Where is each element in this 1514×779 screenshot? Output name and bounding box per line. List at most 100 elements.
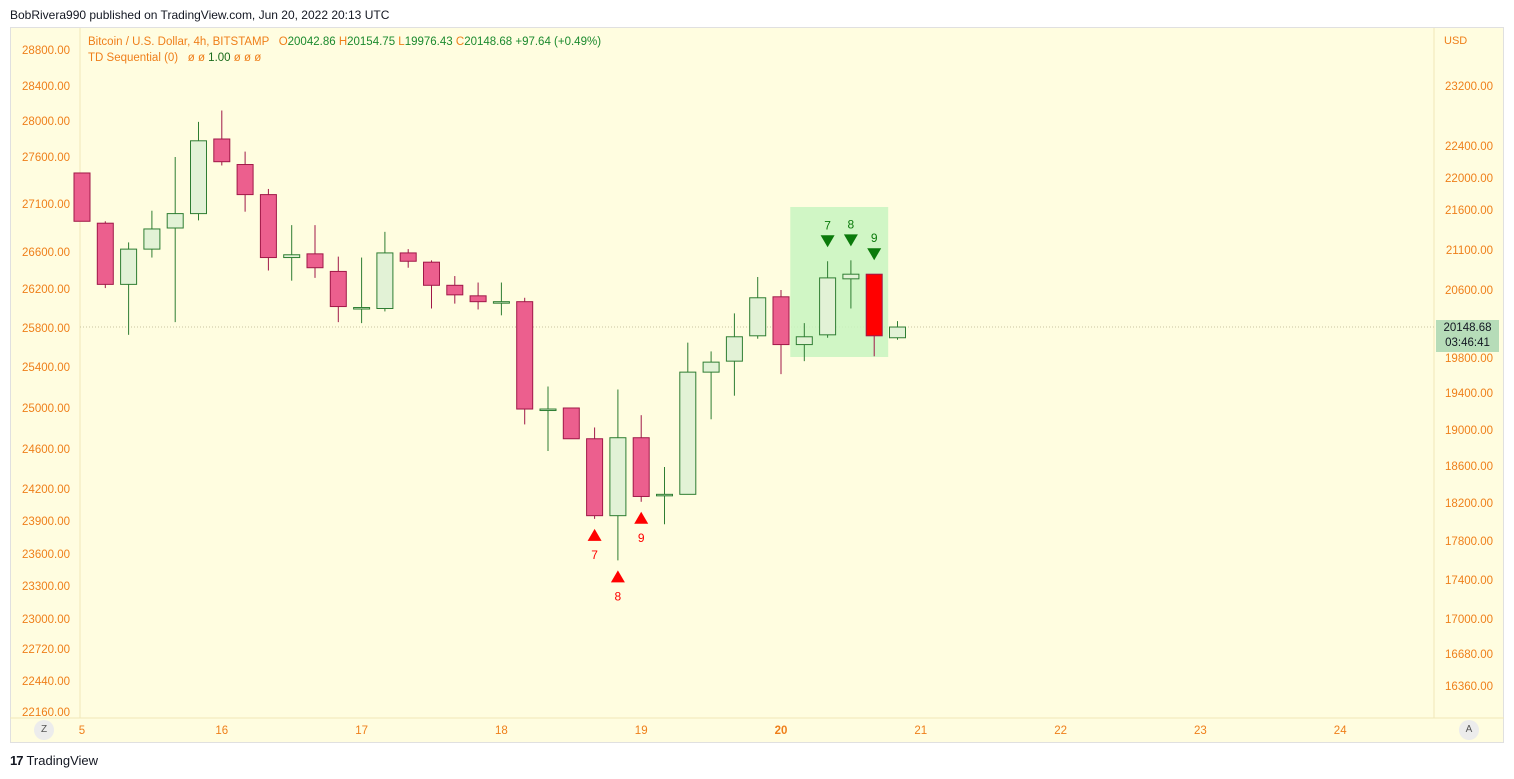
left-axis-tick-label: 25000.00	[22, 403, 70, 415]
right-axis-tick-label: 18600.00	[1445, 461, 1493, 473]
candle-18	[492, 282, 510, 316]
candle-body	[586, 438, 604, 517]
candle-14	[399, 249, 417, 268]
candle-body	[889, 326, 906, 339]
time-axis-tick-label: 24	[1334, 725, 1347, 737]
indicator-name: TD Sequential (0)	[88, 52, 179, 64]
td-buy-label-7: 7	[591, 548, 598, 562]
candle-22	[586, 427, 604, 519]
candle-body	[469, 295, 487, 303]
time-axis-tick-label: 16	[215, 725, 228, 737]
zoom-reset-button[interactable]: Z	[34, 720, 54, 740]
candle-6	[213, 110, 231, 166]
td-buy-triangle-7	[587, 528, 602, 541]
time-axis-tick-label: 17	[355, 725, 368, 737]
time-axis-tick-label: 19	[635, 725, 648, 737]
candle-32	[819, 261, 837, 338]
candle-body	[236, 164, 254, 196]
high-key: H	[338, 36, 348, 48]
change-value: +97.64 (+0.49%)	[515, 36, 602, 48]
candle-body	[679, 371, 697, 495]
td-sell-triangle-8	[843, 234, 858, 247]
candle-33	[842, 260, 860, 309]
candle-body	[562, 407, 580, 440]
td-sell-label-7: 7	[824, 218, 831, 232]
candle-23	[609, 389, 627, 561]
right-axis-tick-label: 16360.00	[1445, 681, 1493, 693]
candle-0	[73, 172, 91, 222]
candle-10	[306, 225, 324, 278]
right-axis-tick-label: 19800.00	[1445, 353, 1493, 365]
td-sell-label-9: 9	[871, 231, 878, 245]
candle-body	[725, 336, 743, 362]
left-axis-tick-label: 23000.00	[22, 614, 70, 626]
candle-body	[539, 408, 557, 412]
candles-layer	[73, 110, 906, 561]
right-axis-tick-label: 22000.00	[1445, 173, 1493, 185]
time-axis: 5 16 17 18 19 20 21 22 23 24	[79, 725, 1347, 737]
close-value: 20148.68	[464, 36, 513, 48]
left-axis-tick-label: 27600.00	[22, 152, 70, 164]
candle-29	[749, 276, 767, 339]
candle-9	[283, 225, 301, 281]
indicator-values-before: ø ø	[187, 52, 205, 64]
candle-body	[516, 301, 534, 410]
left-axis-tick-label: 23300.00	[22, 581, 70, 593]
candle-16	[446, 276, 464, 304]
candle-body	[73, 172, 91, 222]
time-axis-tick-label: 5	[79, 725, 85, 737]
candle-17	[469, 282, 487, 310]
candle-3	[143, 210, 161, 258]
tradingview-brand: TradingView	[26, 753, 99, 768]
left-axis-tick-label: 25800.00	[22, 323, 70, 335]
candle-body	[329, 270, 347, 308]
chart-frame[interactable]	[10, 27, 1504, 743]
candle-24	[632, 415, 650, 502]
currency-label[interactable]: USD	[1444, 35, 1468, 47]
candle-12	[353, 257, 371, 324]
right-axis-tick-label: 17000.00	[1445, 614, 1493, 626]
left-axis-tick-label: 26600.00	[22, 247, 70, 259]
candle-21	[562, 407, 580, 440]
candle-body	[492, 301, 510, 304]
candle-body	[259, 194, 277, 259]
indicator-values-after: ø ø ø	[233, 52, 262, 64]
candle-34	[865, 273, 883, 357]
right-axis-tick-label: 19400.00	[1445, 388, 1493, 400]
high-value: 20154.75	[347, 36, 396, 48]
candle-body	[749, 297, 767, 337]
candle-8	[259, 188, 277, 271]
candle-7	[236, 151, 254, 212]
td-sell-triangle-7	[820, 235, 835, 248]
candle-body	[353, 307, 371, 310]
left-axis-tick-label: 24600.00	[22, 444, 70, 456]
candle-body	[143, 228, 161, 250]
low-value: 19976.43	[404, 36, 453, 48]
candle-15	[423, 260, 440, 309]
left-axis-tick-label: 24200.00	[22, 484, 70, 496]
right-axis-tick-label: 19000.00	[1445, 425, 1493, 437]
candle-body	[702, 361, 720, 373]
candle-body	[120, 248, 138, 285]
chart-grid	[10, 28, 1504, 719]
left-axis-tick-label: 27100.00	[22, 199, 70, 211]
td-buy-triangle-8	[610, 570, 625, 583]
indicator-legend[interactable]: TD Sequential (0) ø ø 1.00 ø ø ø	[88, 52, 261, 64]
tradingview-logo[interactable]: 17 TradingView	[10, 753, 98, 768]
left-axis-tick-label: 22440.00	[22, 676, 70, 688]
auto-scale-button[interactable]: A	[1459, 720, 1479, 740]
td-markers-layer: 7 8 9 7 8 9	[587, 217, 882, 603]
left-axis-tick-label: 28400.00	[22, 81, 70, 93]
candle-11	[329, 256, 347, 323]
candle-27	[702, 351, 720, 420]
left-price-axis: 28800.00 28400.00 28000.00 27600.00 27100.00…	[22, 45, 70, 719]
candle-body	[306, 253, 324, 269]
time-axis-tick-label: 21	[914, 725, 927, 737]
left-axis-tick-label: 23900.00	[22, 516, 70, 528]
right-axis-tick-label: 17400.00	[1445, 575, 1493, 587]
right-axis-tick-label: 20600.00	[1445, 285, 1493, 297]
right-axis-tick-label: 21600.00	[1445, 205, 1493, 217]
publisher-line: BobRivera990 published on TradingView.co…	[10, 8, 390, 22]
candle-body	[865, 273, 883, 337]
